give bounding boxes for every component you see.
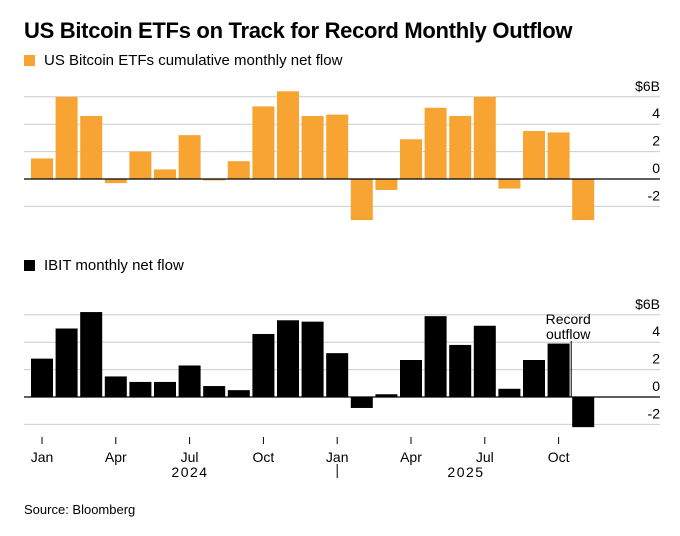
bar-2024-07 (178, 365, 201, 397)
source-note: Source: Bloomberg (24, 502, 136, 517)
bar-2024-03 (80, 312, 103, 397)
bar-2025-08 (498, 388, 521, 397)
bar-2024-08 (203, 386, 226, 397)
bar-2025-05 (424, 316, 447, 397)
x-axis: Jan Apr Jul Oct Jan Apr Jul Oct 2024 2025 (31, 437, 570, 480)
y-tick-label: -2 (648, 405, 661, 421)
x-tick-label: Jul (181, 449, 199, 465)
annotation-line2: outflow (546, 326, 591, 342)
bar-2025-06 (449, 344, 472, 397)
legend-swatch-orange (24, 55, 35, 66)
y-tick-label: 2 (652, 351, 660, 367)
bar-2024-03 (80, 115, 103, 179)
bar-2025-07 (473, 96, 496, 179)
bar-2025-08 (498, 179, 521, 189)
x-tick-label: Jan (326, 449, 349, 465)
y-tick-label: 0 (652, 378, 660, 394)
y-tick-label: 0 (652, 160, 660, 176)
legend-cumulative: US Bitcoin ETFs cumulative monthly net f… (24, 52, 342, 69)
bar-2025-04 (400, 360, 422, 397)
year-label-2025: 2025 (447, 464, 484, 480)
x-tick-label: Apr (105, 449, 127, 465)
bar-2024-07 (178, 135, 201, 179)
bar-2025-06 (449, 115, 472, 179)
bar-2024-05 (129, 381, 152, 397)
bar-2024-06 (154, 381, 176, 397)
x-tick-label: Oct (253, 449, 275, 465)
bar-2024-11 (277, 91, 299, 179)
y-tick-label: $6B (635, 296, 660, 312)
bar-2025-01 (326, 353, 349, 397)
x-tick-label: Jan (31, 449, 54, 465)
bar-2025-07 (473, 325, 496, 397)
x-tick-label: Oct (548, 449, 570, 465)
bar-2024-02 (55, 328, 78, 397)
bar-2025-01 (326, 114, 349, 179)
bar-2024-10 (252, 333, 275, 397)
y-tick-label: 4 (652, 105, 660, 121)
bar-2025-05 (424, 107, 447, 179)
bar-2024-02 (55, 96, 78, 179)
legend-ibit: IBIT monthly net flow (24, 257, 184, 274)
y-tick-label: $6B (635, 78, 660, 94)
bar-2025-10 (547, 132, 570, 179)
x-tick-label: Apr (400, 449, 422, 465)
bar-2024-01 (31, 158, 53, 179)
y-tick-label: -2 (648, 187, 661, 203)
bar-2025-09 (523, 131, 545, 179)
y-tick-label: 2 (652, 133, 660, 149)
bar-2025-09 (523, 360, 545, 397)
bar-2025-04 (400, 139, 422, 179)
annotation-line1: Record (546, 311, 591, 327)
bar-2024-06 (154, 169, 176, 179)
chart-title: US Bitcoin ETFs on Track for Record Mont… (24, 18, 573, 43)
legend-label-cumulative: US Bitcoin ETFs cumulative monthly net f… (44, 52, 343, 69)
y-tick-label: 4 (652, 323, 660, 339)
legend-swatch-black (24, 260, 35, 271)
bar-2025-03 (375, 394, 398, 397)
cumulative-flow-panel: $6B 4 2 0 -2 (24, 78, 661, 221)
bar-2024-08 (203, 179, 226, 181)
legend-label-ibit: IBIT monthly net flow (44, 257, 184, 274)
bar-2024-01 (31, 358, 53, 397)
bar-2024-09 (227, 161, 250, 179)
bar-2024-05 (129, 151, 152, 179)
bar-2025-02 (350, 179, 373, 221)
bar-2024-04 (104, 179, 127, 184)
bar-2024-11 (277, 320, 299, 397)
year-label-2024: 2024 (171, 464, 208, 480)
bar-2025-11 (572, 397, 595, 428)
bar-2024-12 (301, 321, 324, 397)
bar-2025-11 (572, 179, 595, 221)
bar-2025-02 (350, 397, 373, 408)
bar-2025-10 (547, 343, 570, 397)
bar-2024-09 (227, 390, 250, 397)
bar-2024-04 (104, 376, 127, 397)
x-tick-label: Jul (476, 449, 494, 465)
bar-2024-12 (301, 115, 324, 179)
bar-2025-03 (375, 179, 398, 190)
bar-2024-10 (252, 106, 275, 179)
